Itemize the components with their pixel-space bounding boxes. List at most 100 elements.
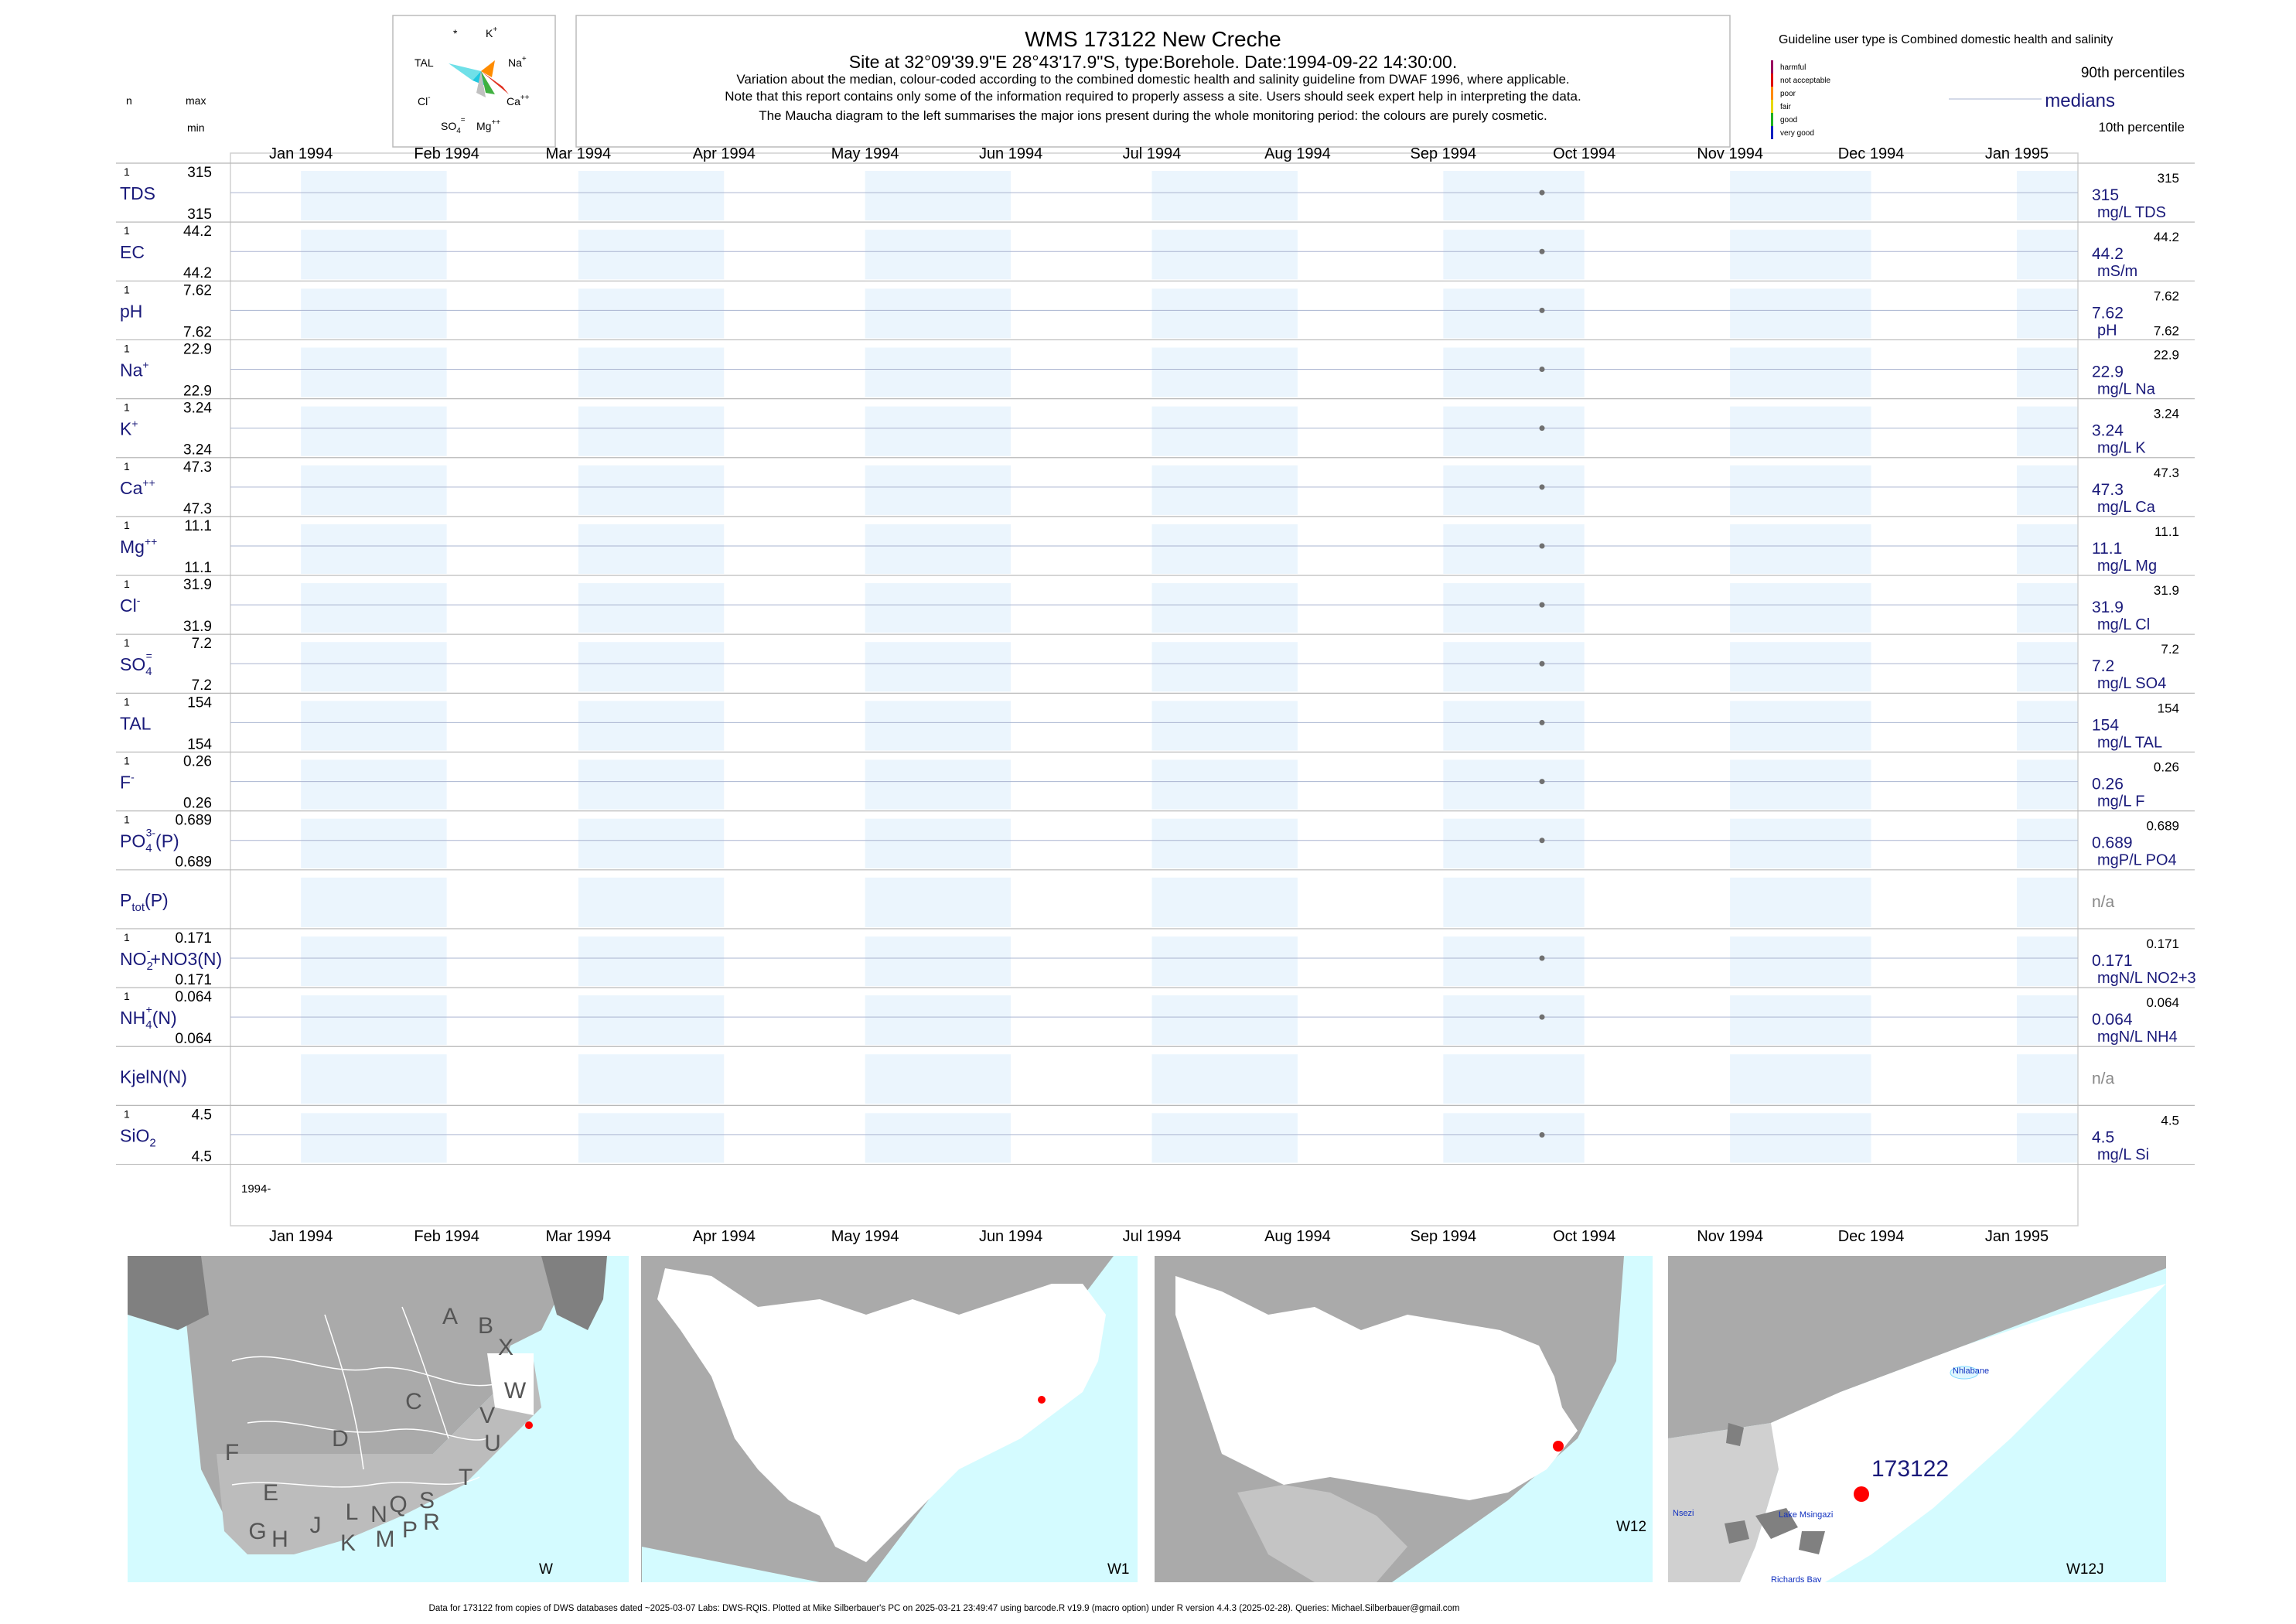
row-unit: mgP/L PO4 xyxy=(2097,852,2177,869)
legend-swatch xyxy=(1771,73,1773,87)
map-site-marker-w12 xyxy=(1553,1441,1564,1452)
row-min: 315 xyxy=(187,206,212,223)
month-band xyxy=(865,1054,1012,1104)
month-band xyxy=(2016,1054,2078,1104)
row-min: 11.1 xyxy=(184,560,212,576)
report-header: WMS 173122 New Creche Site at 32°09'39.9… xyxy=(575,15,1731,148)
month-band xyxy=(1443,583,1585,633)
month-bands xyxy=(230,152,2079,1227)
col-header-max: max xyxy=(186,94,206,107)
row-max: 7.62 xyxy=(183,282,212,299)
month-band xyxy=(578,936,725,987)
month-band xyxy=(2016,642,2078,692)
maucha-diagram: * K+ TAL Na+ Cl- Ca++ SO4= Mg++ xyxy=(392,15,556,148)
month-band xyxy=(1730,524,1871,575)
row-p90: 31.9 xyxy=(2154,583,2179,598)
month-band xyxy=(1443,288,1585,339)
month-band xyxy=(578,524,725,575)
row-p90: 4.5 xyxy=(2161,1113,2179,1128)
row-median: 154 xyxy=(2092,716,2119,734)
row-unit: mS/m xyxy=(2097,263,2137,280)
month-band xyxy=(865,877,1012,927)
row-parameter-name: pH xyxy=(120,301,142,321)
row-n: 1 xyxy=(124,342,130,354)
month-band xyxy=(301,171,447,221)
row-n: 1 xyxy=(124,695,130,708)
month-band xyxy=(1730,465,1871,515)
month-band xyxy=(1151,524,1298,575)
row-min: 0.064 xyxy=(175,1031,212,1047)
x-axis-top: Jan 1994 Feb 1994 Mar 1994 Apr 1994 May 1994… xyxy=(269,145,2049,162)
month-band xyxy=(2016,759,2078,810)
month-band xyxy=(2016,524,2078,575)
row-p90: 0.689 xyxy=(2146,819,2179,834)
map-w12j: 173122 Nhlabane Nsezi Lake Msingazi Rich… xyxy=(1668,1256,2166,1582)
month-band xyxy=(578,406,725,456)
region-letter: C xyxy=(405,1389,422,1414)
month-band xyxy=(1730,936,1871,987)
row-median: n/a xyxy=(2092,1070,2115,1087)
month-band xyxy=(1443,877,1585,927)
row-p90: 47.3 xyxy=(2154,466,2179,480)
month-band xyxy=(578,759,725,810)
row-parameter-name: SiO2 xyxy=(120,1125,156,1149)
row-max: 47.3 xyxy=(183,459,212,476)
legend-class-label: poor xyxy=(1780,90,1796,98)
x-tick-label-top: Nov 1994 xyxy=(1697,145,1763,162)
row-n: 1 xyxy=(124,814,130,826)
region-letter: J xyxy=(310,1513,322,1538)
month-band xyxy=(2016,818,2078,868)
row-p90: 7.2 xyxy=(2161,642,2179,657)
row-parameter-name: Ca++ xyxy=(120,476,155,498)
month-band xyxy=(2016,171,2078,221)
row-p90: 3.24 xyxy=(2154,407,2179,421)
row-p90: 44.2 xyxy=(2154,230,2179,244)
row-median: 44.2 xyxy=(2092,245,2124,263)
data-point xyxy=(1539,1014,1545,1020)
region-letter: D xyxy=(332,1426,349,1452)
row-max: 44.2 xyxy=(183,223,212,240)
month-band xyxy=(1730,818,1871,868)
row-median: 11.1 xyxy=(2092,540,2122,558)
region-letter: S xyxy=(419,1488,435,1513)
month-band xyxy=(578,818,725,868)
row-unit: mg/L K xyxy=(2097,440,2146,457)
x-tick-label-top: Sep 1994 xyxy=(1411,145,1477,162)
row-unit: mg/L TDS xyxy=(2097,204,2166,221)
row-unit: mg/L TAL xyxy=(2097,734,2162,751)
map-panel-label-w: W xyxy=(539,1561,553,1578)
row-unit: pH xyxy=(2097,322,2117,339)
row-median: 4.5 xyxy=(2092,1128,2114,1146)
row-p90: 0.064 xyxy=(2146,995,2179,1010)
legend-p90: 90th percentiles xyxy=(2081,65,2185,81)
row-n: 1 xyxy=(124,931,130,943)
row-max: 11.1 xyxy=(184,518,212,534)
data-point xyxy=(1539,543,1545,549)
month-band xyxy=(301,701,447,751)
row-parameter-name: KjelN(N) xyxy=(120,1066,187,1087)
x-tick-label-top: Oct 1994 xyxy=(1553,145,1615,162)
row-unit: mg/L SO4 xyxy=(2097,675,2166,692)
row-n: 1 xyxy=(124,283,130,295)
row-parameter-name: K+ xyxy=(120,418,138,439)
month-band xyxy=(1443,818,1585,868)
row-parameter-name: NH4+(N) xyxy=(120,1003,177,1032)
x-tick-label-bottom: Nov 1994 xyxy=(1697,1228,1763,1245)
data-point xyxy=(1539,955,1545,961)
maucha-label-tal: TAL xyxy=(415,56,434,69)
region-letter: A xyxy=(442,1304,458,1329)
map-panel-label-w12: W12 xyxy=(1616,1519,1646,1535)
parameter-row: KjelN(N) n/a xyxy=(120,1066,2115,1087)
month-band xyxy=(1730,171,1871,221)
month-band xyxy=(1730,288,1871,339)
x-tick-label-bottom: Jan 1995 xyxy=(1985,1228,2049,1245)
month-band xyxy=(1730,877,1871,927)
row-n: 1 xyxy=(124,165,130,178)
month-band xyxy=(1443,347,1585,397)
row-min: 0.26 xyxy=(183,796,212,812)
row-unit: mg/L Na xyxy=(2097,380,2156,397)
